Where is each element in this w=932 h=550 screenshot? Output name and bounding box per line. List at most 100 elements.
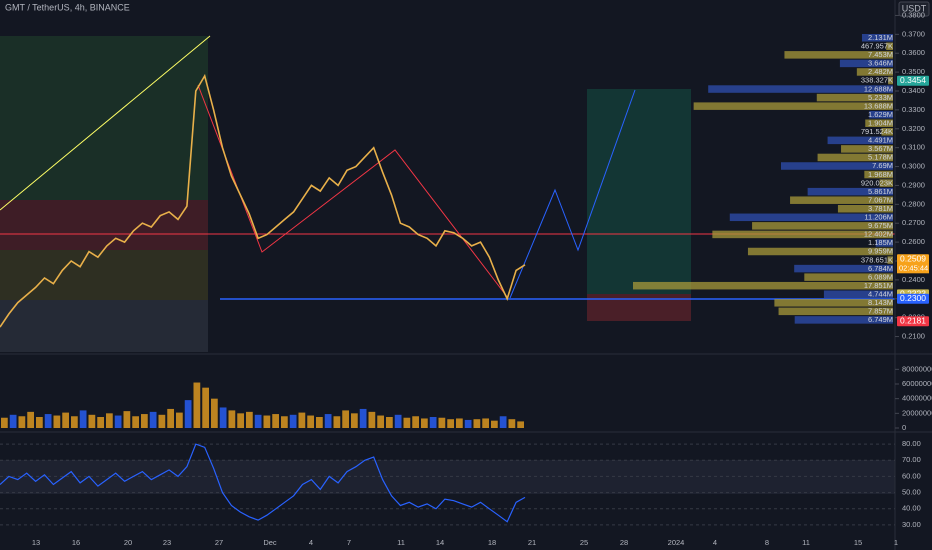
- profile-label: 5.861M: [868, 187, 893, 196]
- y-tick-label: 0.2600: [902, 237, 925, 246]
- x-tick-label: 4: [309, 538, 313, 547]
- y-tick-label: 50.00: [902, 488, 921, 497]
- volume-bar: [228, 410, 236, 428]
- profile-label: 3.646M: [868, 59, 893, 68]
- profile-bar: [837, 205, 893, 213]
- price-tag: [897, 316, 929, 327]
- y-tick-label: 0.3500: [902, 67, 925, 76]
- profile-label: 1.185M: [868, 238, 893, 247]
- volume-bar: [438, 417, 446, 428]
- y-tick-label: 80.00: [902, 439, 921, 448]
- y-tick-label: 0.3700: [902, 29, 925, 38]
- price-tag: [897, 75, 929, 86]
- profile-bar: [712, 230, 893, 239]
- profile-bar: [856, 68, 893, 76]
- rsi-line: [0, 443, 526, 523]
- x-tick-label: 8: [765, 538, 769, 547]
- y-tick-label: 0.2700: [902, 218, 925, 227]
- profile-bar: [790, 196, 893, 204]
- volume-bar: [508, 419, 516, 428]
- profile-label: 11.206M: [864, 213, 893, 222]
- volume-bar: [333, 416, 341, 428]
- volume-bar: [456, 418, 463, 428]
- profile-bar: [794, 316, 893, 324]
- y-tick-label: 0.3200: [902, 124, 925, 133]
- volume-bar: [316, 417, 323, 428]
- profile-bar: [794, 264, 893, 273]
- volume-bar: [491, 420, 498, 428]
- volume-bar: [176, 412, 183, 428]
- profile-label: 17.851M: [864, 281, 893, 290]
- profile-label: 467.957K: [861, 42, 893, 51]
- volume-bar: [211, 398, 218, 428]
- countdown-box: [897, 263, 929, 274]
- x-tick-label: 7: [347, 538, 351, 547]
- volume-bar: [254, 414, 262, 428]
- target-zone: [587, 89, 691, 294]
- x-tick-label: Dec: [263, 538, 277, 547]
- x-tick-label: 16: [72, 538, 80, 547]
- pattern-line: [197, 84, 509, 299]
- profile-bar: [633, 281, 893, 290]
- profile-label: 12.688M: [864, 84, 893, 93]
- profile-bar: [887, 256, 893, 264]
- volume-bar: [499, 416, 507, 428]
- x-tick-label: 11: [397, 538, 405, 547]
- profile-bar: [784, 51, 893, 59]
- y-tick-label: 0: [902, 423, 906, 432]
- y-tick-label: 0.3800: [902, 10, 925, 19]
- profile-label: 338.327K: [861, 76, 893, 85]
- entry-zone: [0, 250, 208, 300]
- volume-bar: [132, 416, 139, 428]
- volume-bar: [27, 411, 34, 428]
- trend-line: [0, 35, 211, 211]
- profile-bar: [774, 299, 893, 307]
- volume-bar: [421, 418, 428, 428]
- profile-label: 2.482M: [868, 67, 893, 76]
- profile-bar: [861, 34, 893, 42]
- volume-bar: [44, 414, 52, 428]
- profile-label: 6.089M: [868, 272, 893, 281]
- profile-bar: [879, 179, 893, 187]
- price-tag-label: 0.3454: [900, 75, 926, 85]
- volume-bar: [88, 414, 96, 428]
- volume-bar: [307, 415, 314, 428]
- countdown: 02:45:44: [899, 263, 928, 272]
- symbol-title: GMT / TetherUS, 4h, BINANCE: [5, 2, 130, 12]
- y-tick-label: 60000000: [902, 379, 932, 388]
- volume-bar: [184, 400, 192, 428]
- volume-bar: [9, 414, 17, 428]
- volume-bar: [106, 413, 113, 428]
- volume-bar: [202, 387, 209, 428]
- y-tick-label: 0.3000: [902, 162, 925, 171]
- volume-bar: [482, 418, 489, 428]
- profile-label: 5.178M: [868, 153, 893, 162]
- profile-bar: [752, 222, 893, 230]
- x-tick-label: 2024: [668, 538, 685, 547]
- profile-bar: [729, 213, 893, 222]
- profile-bar: [823, 290, 893, 298]
- volume-bar: [386, 417, 393, 428]
- volume-bar: [447, 419, 454, 428]
- profile-label: 1.968M: [868, 170, 893, 179]
- x-tick-label: 21: [528, 538, 536, 547]
- x-tick-label: 4: [713, 538, 717, 547]
- currency[interactable]: USDT: [902, 3, 927, 13]
- currency-button[interactable]: [898, 1, 930, 17]
- volume-bar: [403, 417, 411, 428]
- profile-bar: [817, 153, 893, 162]
- profile-bar: [778, 307, 893, 316]
- profile-bar: [708, 85, 893, 93]
- price-tag-label: 0.2323: [900, 289, 926, 299]
- volume-bar: [394, 414, 402, 428]
- x-tick-label: 15: [854, 538, 862, 547]
- profile-bar: [816, 93, 893, 102]
- volume-bar: [36, 417, 43, 428]
- volume-bar: [272, 414, 279, 428]
- y-tick-label: 60.00: [902, 471, 921, 480]
- price-tag-label: 0.2300: [900, 293, 926, 303]
- x-tick-label: 28: [620, 538, 628, 547]
- profile-bar: [780, 162, 893, 170]
- profile-label: 2.131M: [868, 33, 893, 42]
